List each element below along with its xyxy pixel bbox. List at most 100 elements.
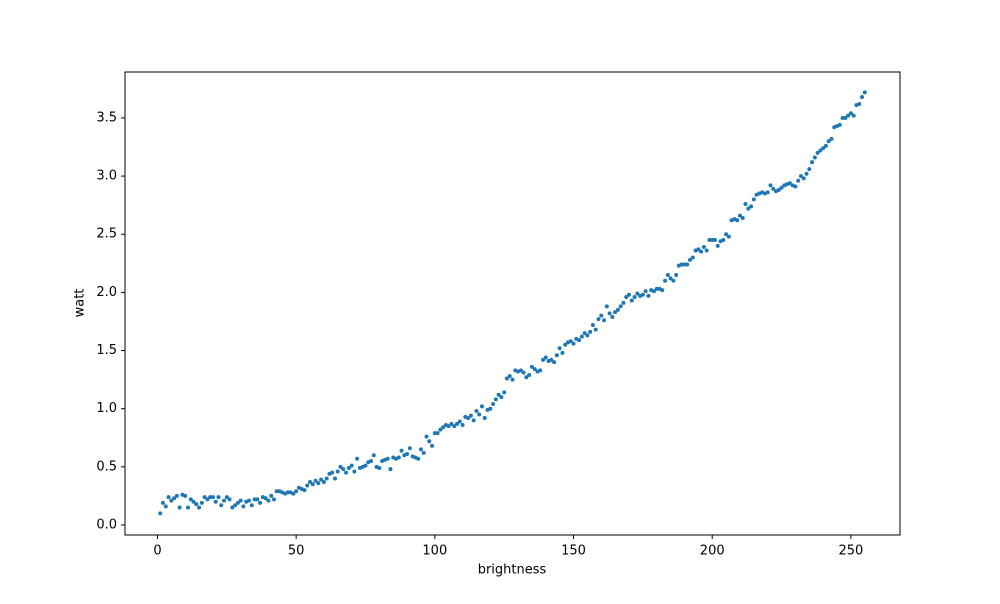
point xyxy=(577,338,582,343)
point xyxy=(258,500,263,505)
point xyxy=(482,415,487,420)
point xyxy=(321,479,326,484)
point xyxy=(793,184,798,189)
point xyxy=(776,188,781,193)
point xyxy=(457,419,462,424)
point xyxy=(249,503,254,508)
point xyxy=(626,292,631,297)
point xyxy=(615,307,620,312)
point xyxy=(504,376,509,381)
point xyxy=(246,498,251,503)
point xyxy=(682,262,687,267)
point xyxy=(316,481,321,486)
point xyxy=(585,333,590,338)
point xyxy=(823,143,828,148)
point xyxy=(332,476,337,481)
point xyxy=(851,113,856,118)
point xyxy=(324,476,329,481)
point xyxy=(460,422,465,427)
point xyxy=(208,495,213,500)
point xyxy=(213,499,218,504)
point xyxy=(629,298,634,303)
point xyxy=(341,467,346,472)
point xyxy=(502,390,507,395)
point xyxy=(613,310,618,315)
point xyxy=(848,111,853,116)
point xyxy=(427,439,432,444)
point xyxy=(593,327,598,332)
point xyxy=(438,427,443,432)
y-tick-label: 1.5 xyxy=(96,343,117,358)
point xyxy=(857,101,862,106)
point xyxy=(599,313,604,318)
point xyxy=(188,497,193,502)
point xyxy=(749,204,754,209)
point xyxy=(671,278,676,283)
point xyxy=(668,276,673,281)
point xyxy=(191,499,196,504)
point xyxy=(435,431,440,436)
point xyxy=(674,272,679,277)
point xyxy=(199,500,204,505)
point xyxy=(715,243,720,248)
point xyxy=(524,375,529,380)
point xyxy=(787,181,792,186)
point xyxy=(185,505,190,510)
point xyxy=(224,495,229,500)
point xyxy=(274,489,279,494)
point xyxy=(418,447,423,452)
point xyxy=(665,272,670,277)
point xyxy=(202,495,207,500)
point xyxy=(302,488,307,493)
point xyxy=(222,498,227,503)
point xyxy=(654,286,659,291)
point xyxy=(646,293,651,298)
point xyxy=(521,370,526,375)
point xyxy=(632,295,637,300)
point xyxy=(158,511,163,516)
point xyxy=(846,113,851,118)
point xyxy=(679,262,684,267)
point xyxy=(305,483,310,488)
point xyxy=(163,504,168,509)
point xyxy=(826,139,831,144)
point xyxy=(396,455,401,460)
point xyxy=(543,355,548,360)
point xyxy=(538,368,543,373)
point xyxy=(271,497,276,502)
point xyxy=(796,178,801,183)
y-tick-label: 1.0 xyxy=(96,401,117,416)
point xyxy=(488,406,493,411)
point xyxy=(743,202,748,207)
point xyxy=(518,368,523,373)
point xyxy=(596,317,601,322)
point xyxy=(821,146,826,151)
point xyxy=(610,314,615,319)
point xyxy=(169,498,174,503)
point xyxy=(568,339,573,344)
point xyxy=(477,412,482,417)
point xyxy=(602,318,607,323)
point xyxy=(663,278,668,283)
point xyxy=(241,504,246,509)
point xyxy=(737,213,742,218)
y-tick-label: 0.0 xyxy=(96,517,117,532)
point xyxy=(582,331,587,336)
point xyxy=(829,136,834,141)
point xyxy=(479,404,484,409)
point xyxy=(369,459,374,464)
point xyxy=(377,466,382,471)
point xyxy=(815,150,820,155)
point xyxy=(812,155,817,160)
point xyxy=(310,482,315,487)
y-tick-label: 2.0 xyxy=(96,285,117,300)
point xyxy=(266,498,271,503)
point xyxy=(712,238,717,243)
x-tick-label: 100 xyxy=(422,544,447,559)
point xyxy=(468,413,473,418)
point xyxy=(166,495,171,500)
point xyxy=(346,466,351,471)
point xyxy=(335,469,340,474)
x-tick-label: 50 xyxy=(288,544,305,559)
